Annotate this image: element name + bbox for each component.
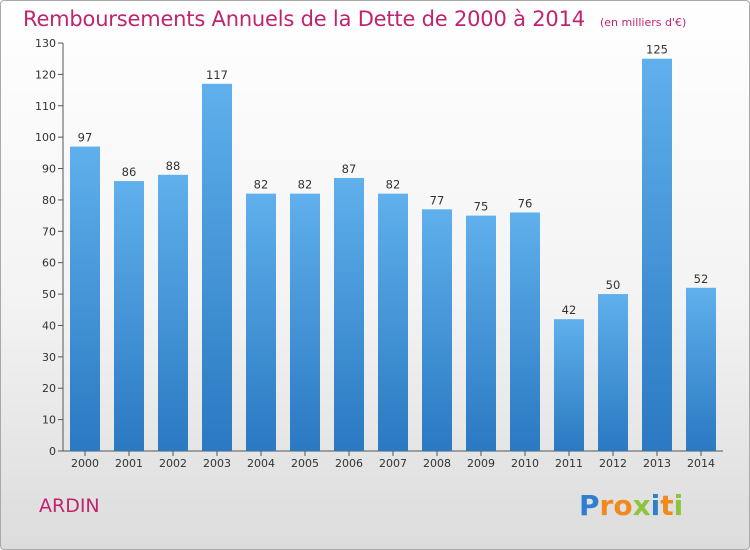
data-label: 82 xyxy=(254,178,269,192)
logo-letter: x xyxy=(632,489,651,522)
data-label: 50 xyxy=(606,278,621,292)
x-tick-label: 2008 xyxy=(423,457,451,470)
x-tick-label: 2011 xyxy=(555,457,583,470)
logo-letter: r xyxy=(599,489,614,522)
y-tick-label: 50 xyxy=(42,288,56,301)
logo-letter: i xyxy=(673,489,684,522)
data-label: 82 xyxy=(298,178,313,192)
x-tick-label: 2013 xyxy=(643,457,671,470)
x-tick-label: 2000 xyxy=(71,457,99,470)
bar xyxy=(202,83,232,452)
chart-subtitle: (en milliers d'€) xyxy=(600,16,687,29)
y-tick-label: 120 xyxy=(35,68,56,81)
bar xyxy=(642,58,672,451)
y-tick-label: 100 xyxy=(35,131,56,144)
data-label: 87 xyxy=(342,162,357,176)
y-tick-label: 40 xyxy=(42,319,56,332)
logo-letter: t xyxy=(660,489,674,522)
x-tick-label: 2002 xyxy=(159,457,187,470)
x-tick-label: 2014 xyxy=(687,457,715,470)
bar xyxy=(466,215,496,451)
logo-letter: i xyxy=(650,489,661,522)
x-tick-label: 2007 xyxy=(379,457,407,470)
x-tick-label: 2009 xyxy=(467,457,495,470)
y-tick-label: 70 xyxy=(42,225,56,238)
logo-letter: P xyxy=(579,489,600,522)
data-label: 125 xyxy=(646,43,668,57)
x-tick-label: 2006 xyxy=(335,457,363,470)
logo-letter: o xyxy=(613,489,633,522)
y-tick-label: 0 xyxy=(49,445,56,458)
y-tick-label: 130 xyxy=(35,37,56,50)
bar xyxy=(554,319,584,451)
data-label: 75 xyxy=(474,200,489,214)
data-label: 82 xyxy=(386,178,401,192)
proxiti-logo: Proxiti xyxy=(579,489,683,522)
x-tick-label: 2001 xyxy=(115,457,143,470)
data-label: 42 xyxy=(562,303,577,317)
y-tick-label: 20 xyxy=(42,382,56,395)
chart-title-wrap: Remboursements Annuels de la Dette de 20… xyxy=(23,7,686,31)
bar xyxy=(246,193,276,451)
y-tick-label: 110 xyxy=(35,100,56,113)
data-label: 86 xyxy=(122,165,137,179)
y-tick-label: 30 xyxy=(42,351,56,364)
bar xyxy=(686,287,716,451)
bar xyxy=(378,193,408,451)
data-label: 76 xyxy=(518,196,533,210)
x-tick-label: 2010 xyxy=(511,457,539,470)
commune-name: ARDIN xyxy=(39,495,100,517)
bar xyxy=(510,212,540,451)
y-tick-label: 10 xyxy=(42,414,56,427)
bar xyxy=(158,174,188,452)
x-tick-label: 2005 xyxy=(291,457,319,470)
y-tick-label: 80 xyxy=(42,194,56,207)
data-label: 117 xyxy=(206,68,228,82)
y-tick-label: 90 xyxy=(42,163,56,176)
data-label: 97 xyxy=(78,131,93,145)
bar xyxy=(290,193,320,451)
bar xyxy=(598,294,628,451)
bar xyxy=(114,181,144,452)
bar xyxy=(70,146,100,452)
bar xyxy=(422,209,452,451)
data-label: 52 xyxy=(694,272,709,286)
y-tick-label: 60 xyxy=(42,257,56,270)
x-tick-label: 2003 xyxy=(203,457,231,470)
x-tick-label: 2012 xyxy=(599,457,627,470)
data-label: 77 xyxy=(430,193,445,207)
data-label: 88 xyxy=(166,159,181,173)
x-tick-label: 2004 xyxy=(247,457,275,470)
bar xyxy=(334,177,364,451)
chart-title: Remboursements Annuels de la Dette de 20… xyxy=(23,7,585,31)
